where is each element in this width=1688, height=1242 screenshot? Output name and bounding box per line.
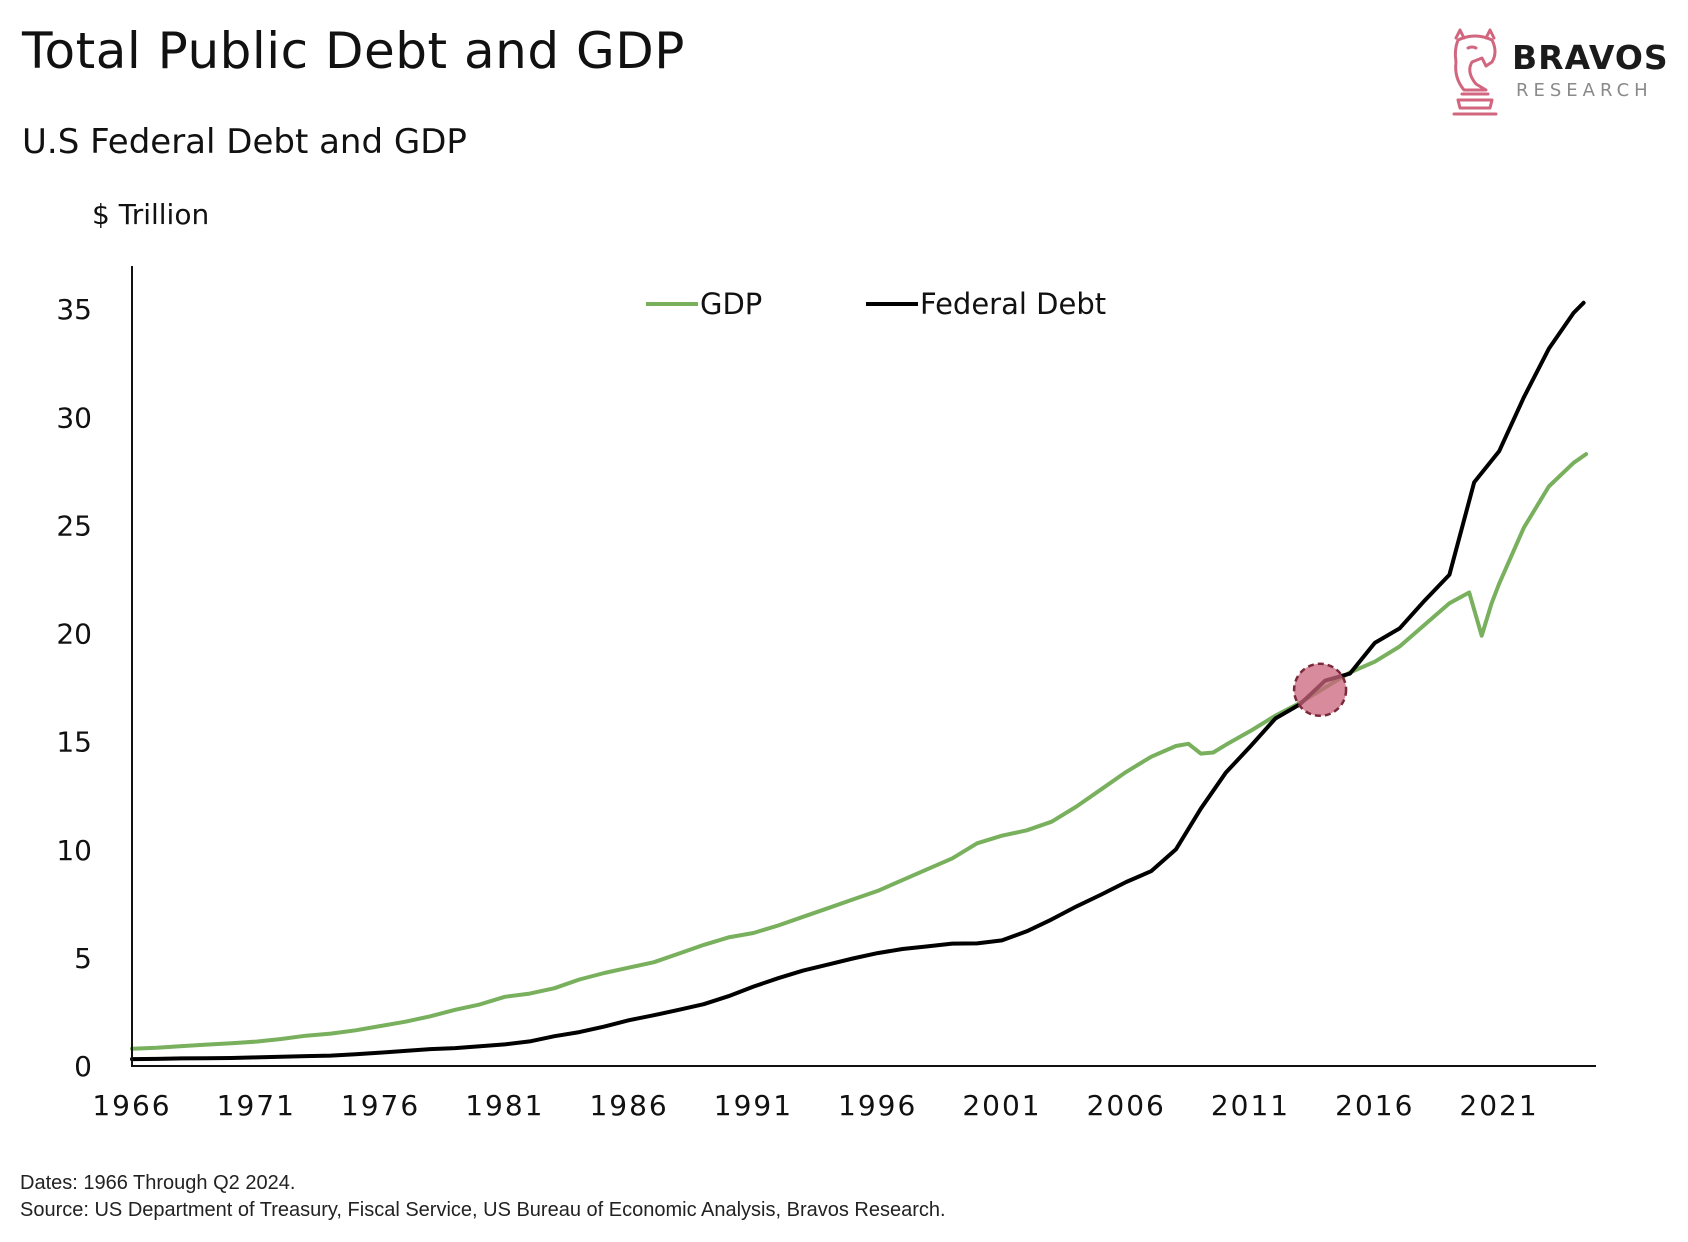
crossover-highlight-marker bbox=[1292, 662, 1348, 718]
y-tick-label: 30 bbox=[56, 401, 92, 434]
x-tick-label: 2016 bbox=[1335, 1089, 1414, 1120]
x-tick-label: 2021 bbox=[1459, 1089, 1538, 1120]
x-tick-label: 2006 bbox=[1087, 1089, 1166, 1120]
chart-footer: Dates: 1966 Through Q2 2024. Source: US … bbox=[20, 1170, 946, 1224]
y-tick-label: 25 bbox=[56, 509, 92, 542]
brand-subtitle: RESEARCH bbox=[1516, 80, 1653, 101]
y-tick-label: 15 bbox=[56, 726, 92, 759]
y-tick-label: 35 bbox=[56, 293, 92, 326]
brand-name: BRAVOS bbox=[1512, 38, 1669, 77]
legend-label-gdp: GDP bbox=[700, 287, 762, 321]
x-tick-label: 1991 bbox=[714, 1089, 793, 1120]
x-tick-label: 2011 bbox=[1211, 1089, 1290, 1120]
y-tick-label: 0 bbox=[74, 1050, 92, 1083]
brand-logo: BRAVOS RESEARCH bbox=[1442, 28, 1678, 120]
knight-chess-piece-icon bbox=[1452, 28, 1498, 116]
footer-source: Source: US Department of Treasury, Fisca… bbox=[20, 1199, 946, 1221]
x-tick-label: 1976 bbox=[341, 1089, 420, 1120]
x-tick-label: 1986 bbox=[589, 1089, 668, 1120]
footer-dates: Dates: 1966 Through Q2 2024. bbox=[20, 1172, 296, 1194]
page-subtitle: U.S Federal Debt and GDP bbox=[22, 122, 467, 162]
y-tick-label: 5 bbox=[74, 942, 92, 975]
series-line-federal-debt bbox=[130, 300, 1586, 1062]
x-tick-label: 1971 bbox=[217, 1089, 296, 1120]
legend-label-federal-debt: Federal Debt bbox=[920, 287, 1106, 321]
y-axis-label: $ Trillion bbox=[92, 198, 209, 231]
x-tick-label: 2001 bbox=[962, 1089, 1041, 1120]
series-line-gdp bbox=[130, 452, 1589, 1051]
y-tick-label: 20 bbox=[56, 618, 92, 651]
legend-item-gdp: GDP bbox=[646, 287, 762, 321]
chart-legend: GDP Federal Debt bbox=[646, 287, 1106, 321]
x-tick-label: 1966 bbox=[92, 1089, 171, 1120]
page-title: Total Public Debt and GDP bbox=[22, 22, 685, 80]
debt-gdp-chart: $ Trillion GDP Federal Debt 0 5 10 15 20 25 30… bbox=[56, 198, 1596, 1120]
x-tick-label: 1981 bbox=[465, 1089, 544, 1120]
y-tick-label: 10 bbox=[56, 834, 92, 867]
legend-item-federal-debt: Federal Debt bbox=[866, 287, 1106, 321]
x-tick-label: 1996 bbox=[838, 1089, 917, 1120]
